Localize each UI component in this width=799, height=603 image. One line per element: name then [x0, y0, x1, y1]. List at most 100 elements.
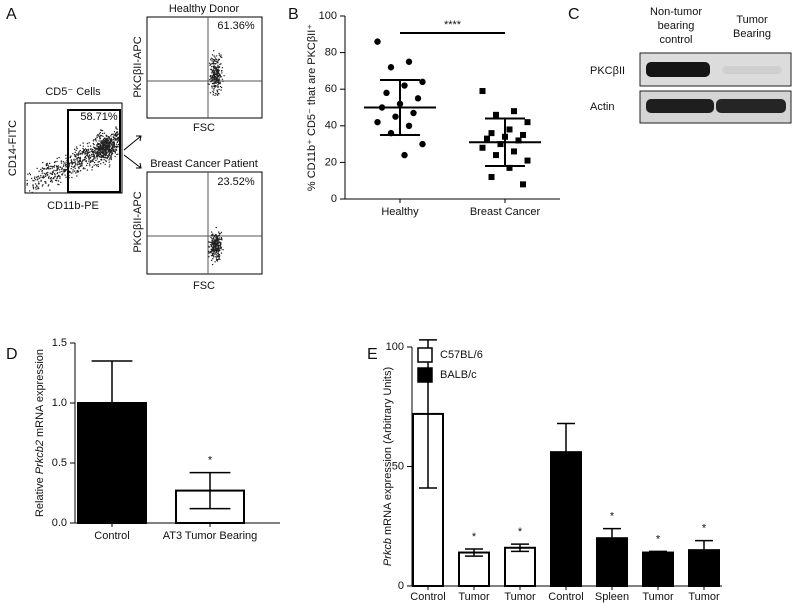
- flow-event: [213, 58, 215, 61]
- flow-event: [217, 79, 220, 81]
- flow-event: [107, 139, 110, 142]
- error-bar: [91, 360, 133, 446]
- flow-event: [95, 151, 97, 153]
- flow-event: [103, 148, 106, 150]
- flow-event: [109, 152, 111, 154]
- flow-event: [85, 161, 87, 163]
- flow-event: [217, 58, 220, 60]
- flow-event: [215, 253, 217, 256]
- flow-event: [215, 247, 217, 249]
- flow-event: [212, 258, 214, 260]
- flow-event: [66, 159, 68, 162]
- data-point: [520, 131, 526, 138]
- y-axis-label: PKCβII-APC: [132, 36, 144, 97]
- legend-label: C57BL/6: [440, 349, 483, 361]
- flow-event: [82, 151, 85, 153]
- flow-event: [93, 151, 95, 153]
- flow-event: [91, 160, 93, 162]
- flow-event: [82, 145, 85, 147]
- flow-event: [87, 155, 89, 157]
- flow-event: [209, 78, 211, 81]
- flow-event: [210, 231, 213, 233]
- flow-event: [86, 150, 88, 152]
- flow-event: [103, 144, 106, 147]
- flow-event: [213, 236, 215, 239]
- flow-event: [105, 144, 107, 146]
- flow-event: [218, 52, 220, 55]
- flow-event: [99, 151, 101, 153]
- flow-event: [212, 62, 215, 64]
- y-tick-label: 1.0: [52, 397, 67, 409]
- x-tick-label: Control: [94, 530, 129, 542]
- flow-event: [60, 170, 62, 173]
- flow-event: [218, 234, 220, 236]
- flow-event: [95, 138, 97, 140]
- flow-event: [59, 176, 61, 178]
- flow-event: [100, 140, 102, 142]
- data-point: [383, 89, 390, 97]
- plot-title: Healthy Donor: [169, 3, 240, 15]
- flow-event: [215, 82, 217, 84]
- flow-event: [211, 82, 214, 85]
- flow-event: [82, 147, 84, 150]
- band: [646, 99, 714, 113]
- flow-event: [86, 152, 89, 154]
- gate-percent: 58.71%: [80, 111, 118, 123]
- flow-event: [214, 56, 216, 58]
- flow-event: [50, 176, 52, 179]
- flow-event: [113, 150, 115, 152]
- flow-event: [211, 239, 213, 241]
- flow-event: [40, 180, 42, 182]
- flow-event: [54, 164, 56, 167]
- flow-event: [78, 162, 81, 164]
- flow-event: [222, 80, 224, 82]
- flow-event: [212, 61, 214, 63]
- data-point: [484, 135, 490, 142]
- flow-event: [60, 181, 62, 183]
- flow-event: [76, 159, 79, 161]
- flow-event: [216, 255, 218, 258]
- y-tick-label: 0: [331, 193, 337, 205]
- flow-event: [89, 165, 91, 167]
- flow-event: [88, 159, 90, 161]
- flow-event: [213, 71, 215, 74]
- flow-event: [212, 252, 214, 255]
- flow-event: [74, 151, 76, 154]
- flow-event: [59, 177, 61, 179]
- flow-event: [116, 141, 119, 143]
- flow-event: [108, 145, 110, 148]
- y-axis-label-part: Prkcb: [382, 538, 394, 566]
- flow-event: [74, 165, 76, 168]
- x-tick-label: Control: [410, 591, 445, 603]
- flow-event: [65, 154, 67, 156]
- flow-event: [110, 155, 112, 158]
- flow-event: [215, 233, 217, 236]
- flow-event: [89, 161, 91, 164]
- significance: *: [610, 511, 615, 523]
- flow-event: [217, 83, 220, 85]
- flow-event: [65, 157, 67, 159]
- y-tick-label: 80: [325, 47, 337, 59]
- flow-event: [98, 160, 101, 163]
- flow-event: [218, 58, 221, 61]
- flow-event: [92, 160, 94, 163]
- flow-event: [210, 57, 212, 59]
- flow-event: [27, 173, 29, 175]
- flow-event: [104, 151, 106, 153]
- y-tick-label: 40: [325, 120, 337, 132]
- flow-event: [93, 154, 96, 157]
- sd-bar: [485, 117, 525, 168]
- flow-event: [37, 176, 39, 178]
- panel-label: A: [6, 6, 17, 23]
- flow-event: [109, 158, 111, 160]
- flow-event: [98, 143, 101, 145]
- flow-event: [72, 169, 74, 171]
- flow-event: [58, 184, 60, 186]
- flow-event: [78, 163, 80, 166]
- flow-event: [97, 156, 99, 158]
- flow-event: [102, 138, 105, 141]
- flow-event: [111, 152, 114, 154]
- data-point: [401, 82, 408, 89]
- flow-event: [109, 164, 111, 166]
- y-tick-label: 1.5: [52, 337, 67, 349]
